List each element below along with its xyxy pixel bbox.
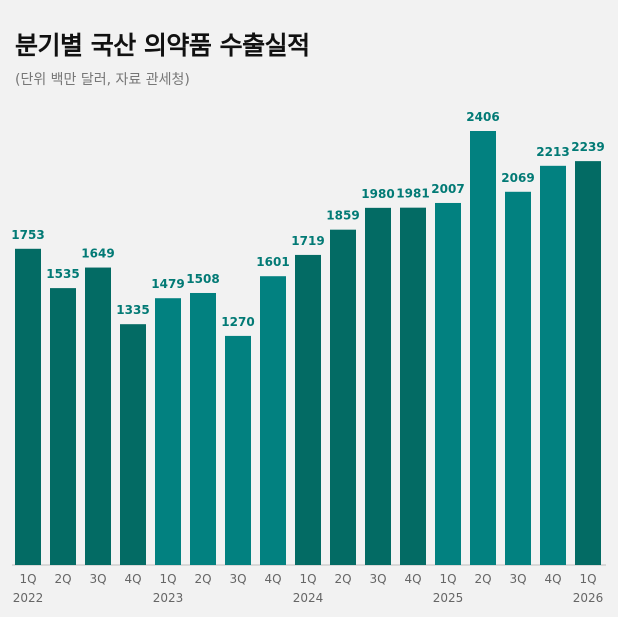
x-tick-year: 2024 [293,591,324,605]
bar-2026-1Q [575,161,601,566]
bars [15,131,601,566]
bar-2024-1Q [295,254,321,565]
x-tick-quarter: 4Q [124,572,141,586]
bar-2023-1Q [155,298,181,565]
x-tick-quarter: 1Q [19,572,36,586]
x-tick-year: 2026 [573,591,604,605]
x-tick-quarter: 1Q [159,572,176,586]
bar-2025-4Q [540,165,566,566]
x-tick-quarter: 2Q [54,572,71,586]
bar-2023-4Q [260,276,286,565]
value-label: 2007 [431,182,464,196]
value-label: 1601 [256,255,289,269]
chart-title: 분기별 국산 의약품 수출실적 [15,31,310,60]
bar-2024-4Q [400,207,426,565]
x-tick-labels: 1Q 2022 2Q 3Q 4Q 1Q 2023 2Q 3Q 4Q 1Q 2024 2Q 3Q 4Q 1Q 20… [13,572,604,605]
x-tick-quarter: 4Q [544,572,561,586]
x-tick-quarter: 1Q [439,572,456,586]
value-label: 1649 [81,247,114,261]
value-label: 1981 [396,187,429,201]
value-label: 2069 [501,171,534,185]
value-label: 1859 [326,209,359,223]
value-label: 2213 [536,145,569,159]
value-label: 1479 [151,277,184,291]
value-label: 2239 [571,140,604,154]
value-label: 1753 [11,228,44,242]
value-label: 2406 [466,110,499,124]
x-tick-quarter: 3Q [369,572,386,586]
value-label: 1335 [116,303,149,317]
x-tick-quarter: 2Q [194,572,211,586]
x-tick-quarter: 1Q [299,572,316,586]
bar-2025-2Q [470,131,496,565]
x-tick-quarter: 2Q [334,572,351,586]
bar-2022-1Q [15,248,41,566]
bar-2022-2Q [50,288,76,565]
x-tick-quarter: 4Q [264,572,281,586]
bar-2024-2Q [330,229,356,565]
x-tick-quarter: 3Q [509,572,526,586]
value-label: 1719 [291,234,324,248]
bar-2022-4Q [120,324,146,565]
x-tick-quarter: 2Q [474,572,491,586]
value-label: 1980 [361,187,394,201]
bar-2024-3Q [365,207,391,565]
bar-2025-1Q [435,202,461,565]
x-tick-quarter: 3Q [89,572,106,586]
chart-subtitle: (단위 백만 달러, 자료 관세청) [15,72,190,88]
bar-2025-3Q [505,191,531,565]
bar-2022-3Q [85,267,111,565]
x-tick-year: 2023 [153,591,184,605]
x-tick-year: 2025 [433,591,464,605]
x-tick-quarter: 3Q [229,572,246,586]
x-tick-year: 2022 [13,591,44,605]
x-tick-quarter: 1Q [579,572,596,586]
value-label: 1270 [221,315,254,329]
bar-2023-3Q [225,335,251,565]
value-label: 1535 [46,267,79,281]
value-label: 1508 [186,272,219,286]
x-tick-quarter: 4Q [404,572,421,586]
bar-2023-2Q [190,292,216,565]
